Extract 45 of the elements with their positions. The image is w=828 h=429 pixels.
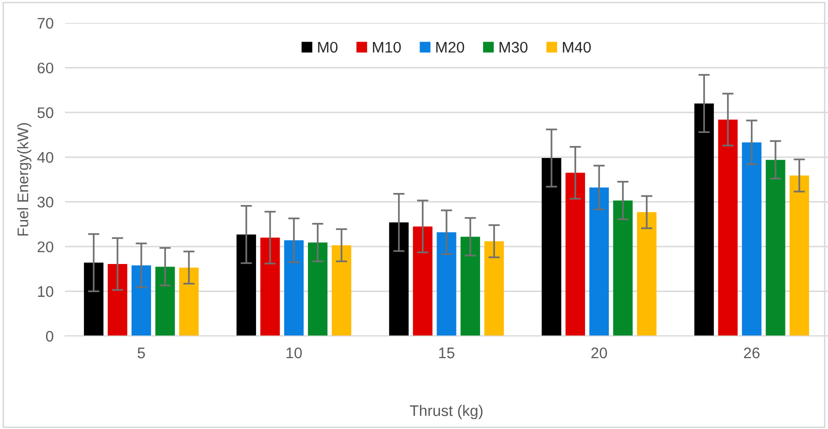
legend-label: M30 [500,42,528,53]
bar [284,240,304,336]
y-axis-title: Fuel Energy(kW) [17,123,32,236]
bar [613,200,633,336]
bar [542,158,562,336]
x-tick-label: 5 [138,348,145,358]
y-tick-label: 0 [46,330,54,342]
y-tick-label: 30 [37,196,54,208]
legend-label: M20 [436,42,464,53]
bar [260,238,280,336]
x-tick-label: 20 [591,348,607,358]
bar [589,188,609,336]
y-tick-label: 50 [38,107,54,118]
bar [636,212,656,336]
bar [308,242,328,336]
bar [766,160,786,336]
bar [132,265,152,336]
x-tick-label: 26 [744,348,760,358]
bar [108,264,128,336]
bar [718,120,738,336]
x-tick-label: 15 [439,348,454,358]
x-tick-label: 10 [286,348,302,358]
bar [566,172,586,336]
bar [484,241,504,336]
bar [694,103,714,336]
x-axis-title: Thrust (kg) [410,404,482,420]
y-tick-label: 10 [38,286,54,297]
bar [436,232,456,336]
bar [790,175,810,336]
bar [412,226,432,336]
bar [460,236,480,336]
y-tick-label: 70 [38,18,54,29]
bar [332,245,352,336]
bar [742,142,762,336]
bar [236,234,256,336]
y-tick-label: 20 [38,241,54,252]
bar [84,262,104,336]
bar [389,222,409,336]
legend-label: M40 [562,42,591,53]
legend-label: M0 [318,42,338,53]
y-tick-label: 40 [37,152,54,163]
y-tick-label: 60 [38,62,54,74]
bar [155,266,175,336]
bar [179,268,199,336]
legend-label: M10 [372,42,401,53]
